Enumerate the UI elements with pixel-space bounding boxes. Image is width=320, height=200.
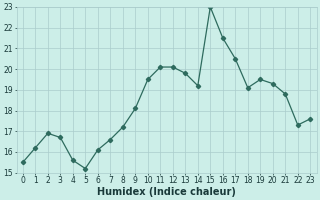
X-axis label: Humidex (Indice chaleur): Humidex (Indice chaleur) xyxy=(97,187,236,197)
